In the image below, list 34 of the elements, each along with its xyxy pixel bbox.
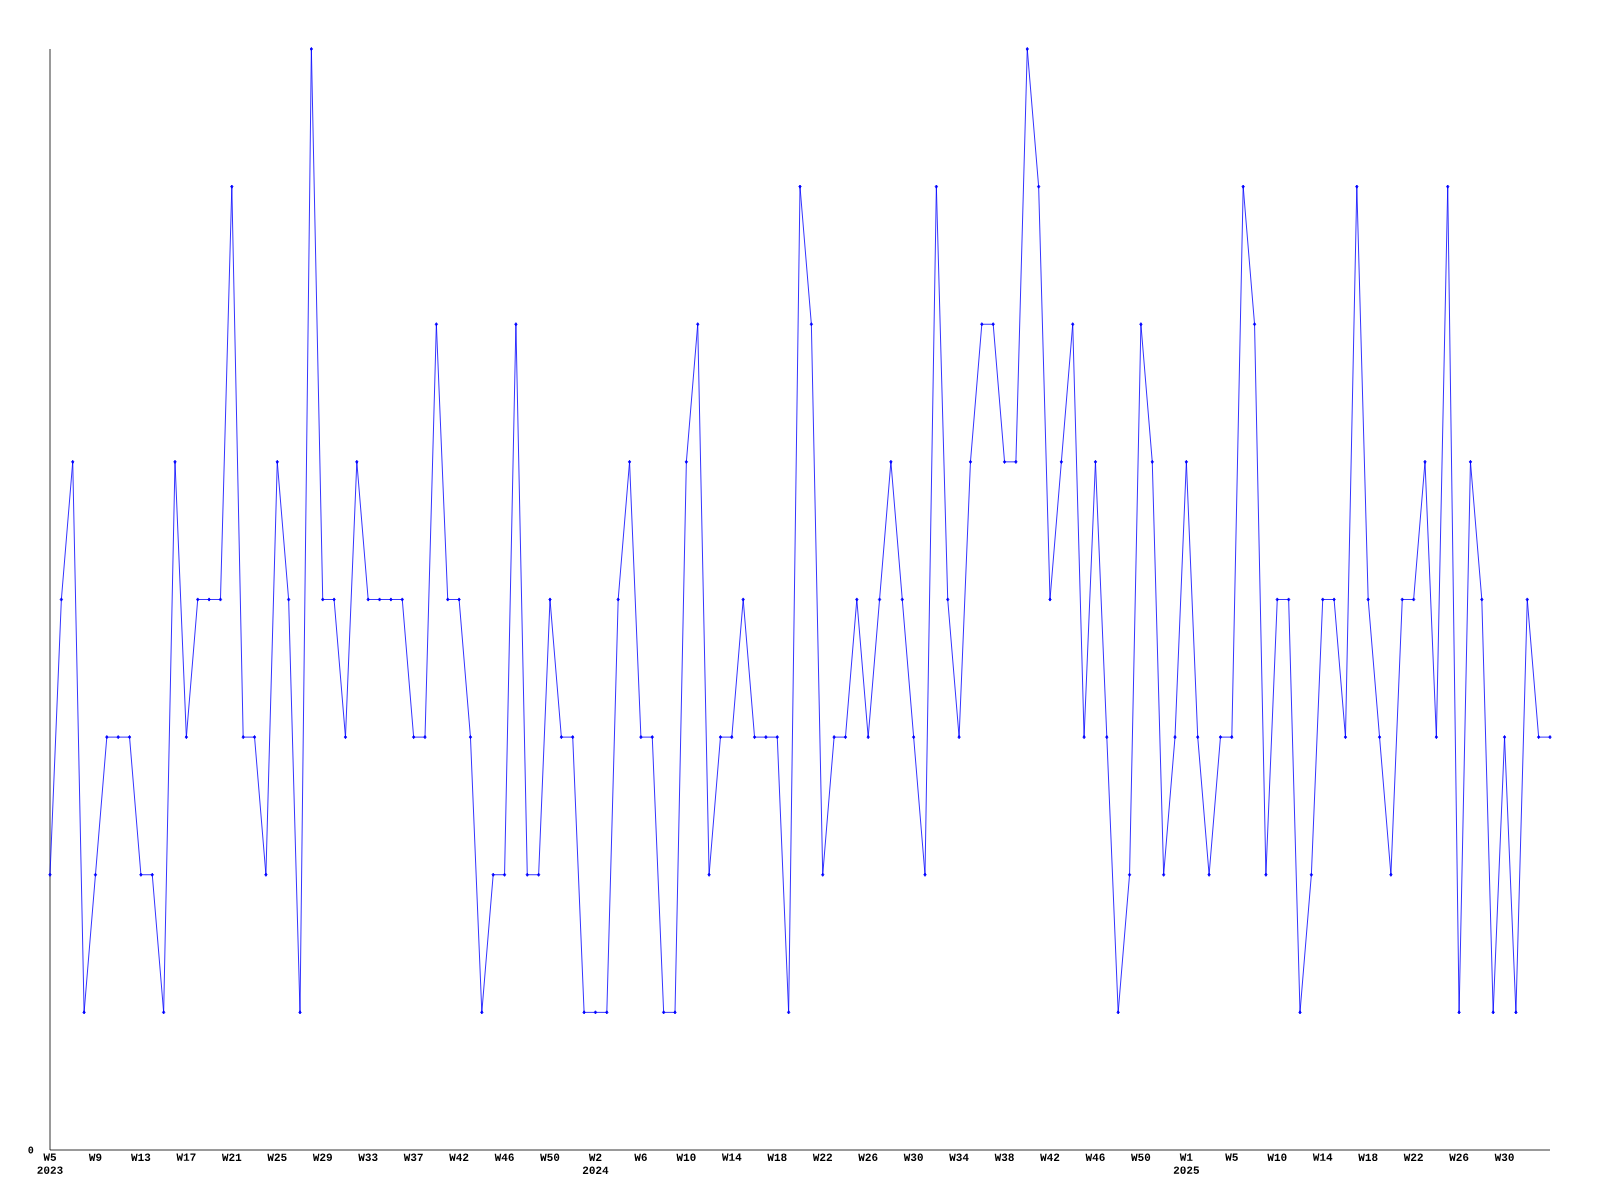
x-tick-label: W37 (403, 1153, 423, 1162)
x-tick-label: W2 2024 (582, 1153, 609, 1174)
x-tick-label: W46 (1085, 1153, 1105, 1161)
x-tick-label: W30 (903, 1153, 923, 1162)
x-tick-label: W22 (812, 1153, 832, 1161)
x-tick-label: W26 (1449, 1153, 1469, 1161)
x-tick-label: W1 2025 (1173, 1153, 1199, 1174)
x-tick-label: W14 (721, 1153, 742, 1161)
x-tick-label: W9 (88, 1153, 102, 1161)
x-tick-label: W50 (540, 1153, 560, 1161)
x-tick-label: W10 (1267, 1153, 1287, 1161)
x-tick-label: W18 (1358, 1153, 1378, 1161)
x-tick-label: W18 (767, 1153, 787, 1161)
x-tick-label: W6 (634, 1153, 647, 1161)
x-tick-label: W17 (176, 1153, 196, 1161)
x-tick-label: W33 (358, 1153, 378, 1162)
x-tick-label: W42 (449, 1153, 469, 1161)
x-tick-label: W29 (312, 1153, 332, 1161)
x-tick-label: W30 (1494, 1153, 1514, 1162)
x-tick-label: W22 (1403, 1153, 1423, 1161)
x-tick-label: W21 (221, 1153, 242, 1161)
x-tick-label: W13 (131, 1153, 151, 1162)
x-tick-label: W46 (494, 1153, 514, 1161)
x-tick-label: W26 (858, 1153, 878, 1161)
x-tick-label: W25 (267, 1153, 287, 1161)
text: 0 (28, 1146, 34, 1154)
x-tick-label: W34 (949, 1153, 969, 1162)
x-tick-label: W50 (1131, 1153, 1151, 1161)
x-tick-label: W10 (676, 1153, 696, 1161)
x-tick-label: W42 (1040, 1153, 1060, 1161)
x-tick-label: W14 (1312, 1153, 1333, 1161)
x-tick-label: W38 (994, 1153, 1014, 1162)
x-tick-label: W5 2023 (37, 1153, 63, 1174)
x-tick-label: W5 (1225, 1153, 1238, 1161)
